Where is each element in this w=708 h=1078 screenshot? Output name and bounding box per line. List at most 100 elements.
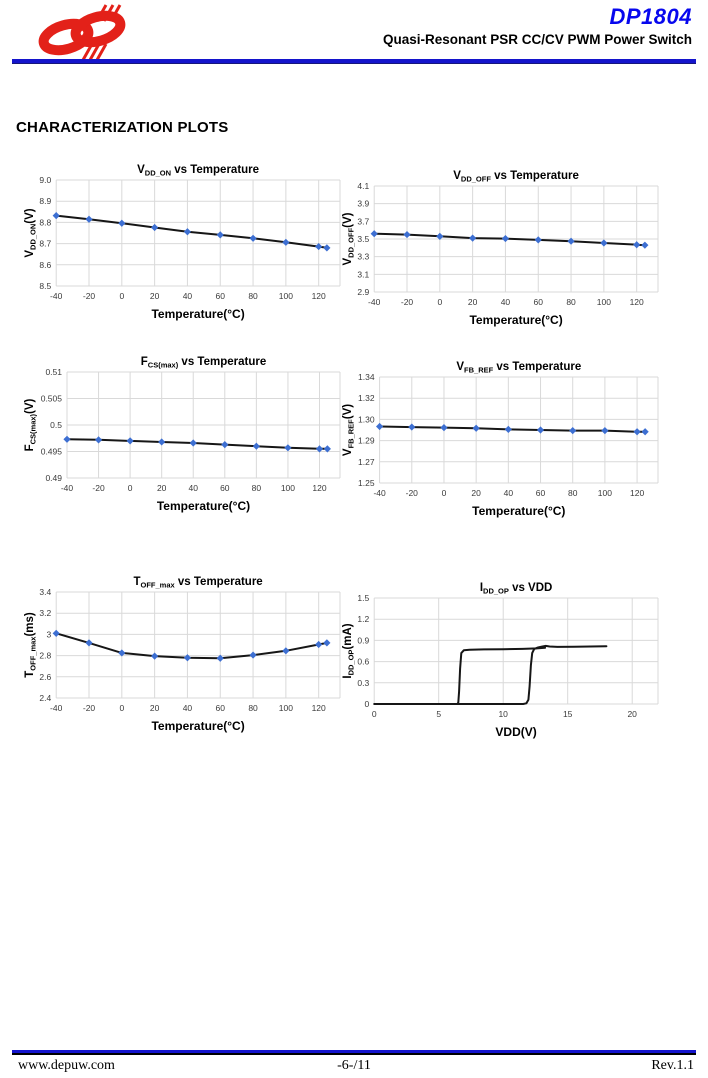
chart-title: FCS(max) vs Temperature: [141, 356, 266, 370]
chart-vdd-off-vs-temperature: 2.9 3.1 3.3 3.5 3.7 3.9 4.1 -40 -20 0 20 40 60 80 100 1…: [340, 166, 670, 338]
y-axis-label: VDD_OFF(V): [342, 212, 356, 265]
svg-text:1.34: 1.34: [358, 372, 375, 382]
svg-text:120: 120: [312, 291, 326, 301]
svg-text:-40: -40: [50, 703, 63, 713]
x-axis-label: Temperature(°C): [472, 504, 565, 518]
svg-text:0: 0: [437, 297, 442, 307]
svg-text:40: 40: [501, 297, 511, 307]
footer-page-number: -6-/11: [337, 1058, 371, 1073]
svg-text:100: 100: [598, 488, 612, 498]
svg-text:0.495: 0.495: [41, 447, 63, 457]
svg-text:40: 40: [183, 291, 193, 301]
data-series-vdd-off-series: [373, 232, 646, 247]
chart-tick-labels: 0 0.3 0.6 0.9 1.2 1.5 0 5 10 15 20: [357, 593, 637, 719]
y-axis-label: TOFF_max(ms): [24, 612, 38, 678]
svg-text:8.6: 8.6: [39, 260, 51, 270]
svg-text:8.9: 8.9: [39, 196, 51, 206]
svg-text:3.9: 3.9: [357, 199, 369, 209]
chart-tick-labels: 2.9 3.1 3.3 3.5 3.7 3.9 4.1 -40 -20 0 20 40 60 80 100 1…: [357, 181, 644, 307]
svg-text:60: 60: [216, 291, 226, 301]
svg-text:80: 80: [248, 291, 258, 301]
svg-text:0.5: 0.5: [50, 420, 62, 430]
chart-gridlines: [66, 371, 341, 479]
chart-title: VFB_REF vs Temperature: [456, 361, 581, 375]
svg-text:1.30: 1.30: [358, 414, 375, 424]
chart-tick-labels: 8.5 8.6 8.7 8.8 8.9 9.0 -40 -20 0 20 40 60 80 100 120: [39, 175, 326, 301]
svg-text:60: 60: [216, 703, 226, 713]
svg-text:3.1: 3.1: [357, 269, 369, 279]
y-axis-label: VDD_ON(V): [24, 208, 38, 257]
data-series-vdd-rising-hysteresis-branch: [373, 644, 608, 705]
svg-text:120: 120: [630, 297, 644, 307]
svg-text:0.505: 0.505: [41, 394, 63, 404]
svg-text:0.51: 0.51: [45, 367, 62, 377]
data-series-vdd-falling-hysteresis-branch: [456, 646, 547, 705]
svg-text:-20: -20: [406, 488, 419, 498]
chart-title: VDD_OFF vs Temperature: [453, 170, 579, 184]
chart-fcs-max-vs-temperature: 0.49 0.495 0.5 0.505 0.51 -40 -20 0 20 40 60 80 100 1…: [22, 352, 352, 524]
y-axis-label-group: VDD_ON(V): [24, 208, 38, 257]
data-series-vdd-on-series: [55, 214, 328, 249]
header-divider: [12, 59, 696, 64]
footer-website: www.depuw.com: [18, 1058, 115, 1073]
svg-text:3.3: 3.3: [357, 252, 369, 262]
svg-text:100: 100: [279, 703, 293, 713]
svg-text:0.3: 0.3: [357, 678, 369, 688]
svg-text:1.5: 1.5: [357, 593, 369, 603]
svg-text:20: 20: [468, 297, 478, 307]
svg-text:2.4: 2.4: [39, 693, 51, 703]
chart-canvas-fcs-max: 0.49 0.495 0.5 0.505 0.51 -40 -20 0 20 40 60 80 100 1…: [24, 356, 341, 513]
chart-tick-labels: 0.49 0.495 0.5 0.505 0.51 -40 -20 0 20 40 60 80 100 1…: [41, 367, 327, 493]
svg-text:5: 5: [436, 709, 441, 719]
svg-text:100: 100: [279, 291, 293, 301]
data-point-markers: [52, 629, 331, 662]
svg-text:20: 20: [471, 488, 481, 498]
document-subtitle: Quasi-Resonant PSR CC/CV PWM Power Switc…: [382, 32, 692, 47]
svg-text:1.27: 1.27: [358, 457, 375, 467]
data-series-fcs-max-series: [66, 438, 329, 450]
svg-text:-20: -20: [83, 703, 96, 713]
chart-tick-labels: 2.4 2.6 2.8 3 3.2 3.4 -40 -20 0 20 40 60 80 100 120: [39, 587, 326, 713]
part-number: DP1804: [609, 4, 692, 29]
x-axis-label: Temperature(°C): [151, 307, 244, 321]
svg-text:100: 100: [597, 297, 611, 307]
svg-text:80: 80: [568, 488, 578, 498]
svg-text:1.32: 1.32: [358, 393, 375, 403]
svg-text:9.0: 9.0: [39, 175, 51, 185]
chart-title: VDD_ON vs Temperature: [137, 164, 259, 178]
chart-canvas-vdd-off: 2.9 3.1 3.3 3.5 3.7 3.9 4.1 -40 -20 0 20 40 60 80 100 1…: [342, 170, 659, 327]
chart-title: TOFF_max vs Temperature: [133, 576, 262, 590]
x-axis-label: Temperature(°C): [157, 499, 250, 513]
section-title: CHARACTERIZATION PLOTS: [16, 119, 229, 136]
svg-text:100: 100: [281, 483, 295, 493]
y-axis-label-group: TOFF_max(ms): [24, 612, 38, 678]
svg-text:-20: -20: [83, 291, 96, 301]
chart-gridlines: [55, 179, 341, 287]
svg-text:4.1: 4.1: [357, 181, 369, 191]
chart-gridlines: [373, 597, 659, 705]
svg-text:3.4: 3.4: [39, 587, 51, 597]
svg-text:-20: -20: [401, 297, 414, 307]
chart-canvas-vdd-on: 8.5 8.6 8.7 8.8 8.9 9.0 -40 -20 0 20 40 60 80 100 120 V…: [24, 164, 341, 321]
svg-text:-40: -40: [373, 488, 386, 498]
svg-text:120: 120: [630, 488, 644, 498]
svg-text:60: 60: [534, 297, 544, 307]
svg-text:60: 60: [220, 483, 230, 493]
data-series-vfb-ref-series: [378, 425, 647, 433]
svg-text:3.2: 3.2: [39, 608, 51, 618]
y-axis-label-group: FCS(max)(V): [24, 398, 38, 451]
svg-text:2.6: 2.6: [39, 672, 51, 682]
chart-canvas-vfb-ref: 1.25 1.27 1.29 1.30 1.32 1.34 -40 -20 0 20 40 60 80 1…: [342, 361, 659, 518]
data-point-markers: [52, 212, 331, 252]
svg-text:80: 80: [252, 483, 262, 493]
svg-text:3.5: 3.5: [357, 234, 369, 244]
y-axis-label-group: VDD_OFF(V): [342, 212, 356, 265]
svg-text:-40: -40: [61, 483, 74, 493]
svg-text:2.9: 2.9: [357, 287, 369, 297]
svg-text:40: 40: [183, 703, 193, 713]
svg-text:0.49: 0.49: [45, 473, 62, 483]
svg-text:15: 15: [563, 709, 573, 719]
svg-text:20: 20: [150, 703, 160, 713]
svg-text:2.8: 2.8: [39, 651, 51, 661]
